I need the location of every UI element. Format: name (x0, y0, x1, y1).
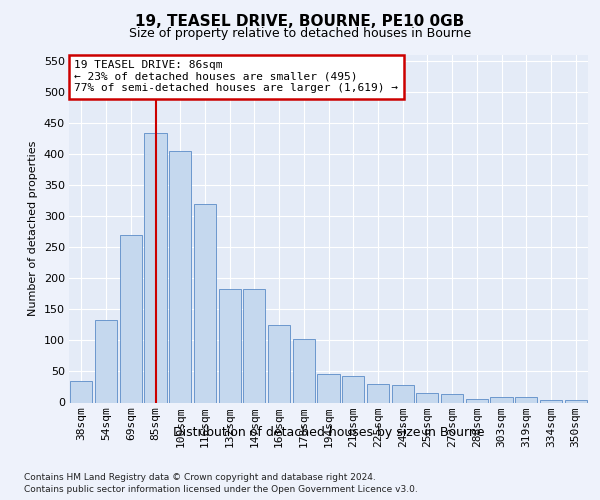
Text: Contains HM Land Registry data © Crown copyright and database right 2024.: Contains HM Land Registry data © Crown c… (24, 472, 376, 482)
Text: Distribution of detached houses by size in Bourne: Distribution of detached houses by size … (173, 426, 485, 439)
Text: Size of property relative to detached houses in Bourne: Size of property relative to detached ho… (129, 28, 471, 40)
Bar (169, 151, 191, 403)
Bar (317, 374, 340, 402)
Bar (119, 235, 142, 402)
Bar (243, 289, 265, 403)
Text: 19 TEASEL DRIVE: 86sqm
← 23% of detached houses are smaller (495)
77% of semi-de: 19 TEASEL DRIVE: 86sqm ← 23% of detached… (74, 60, 398, 94)
Bar (416, 393, 439, 402)
Text: Contains public sector information licensed under the Open Government Licence v3: Contains public sector information licen… (24, 485, 418, 494)
Bar (490, 397, 512, 402)
Text: 19, TEASEL DRIVE, BOURNE, PE10 0GB: 19, TEASEL DRIVE, BOURNE, PE10 0GB (136, 14, 464, 29)
Bar (70, 381, 92, 402)
Bar (218, 289, 241, 403)
Bar (441, 394, 463, 402)
Bar (95, 320, 117, 402)
Bar (515, 397, 538, 402)
Bar (145, 132, 167, 402)
Bar (466, 399, 488, 402)
Bar (392, 385, 414, 402)
Bar (268, 325, 290, 402)
Y-axis label: Number of detached properties: Number of detached properties (28, 141, 38, 316)
Bar (565, 400, 587, 402)
Bar (367, 384, 389, 402)
Bar (194, 204, 216, 402)
Bar (540, 400, 562, 402)
Bar (293, 338, 315, 402)
Bar (342, 376, 364, 402)
